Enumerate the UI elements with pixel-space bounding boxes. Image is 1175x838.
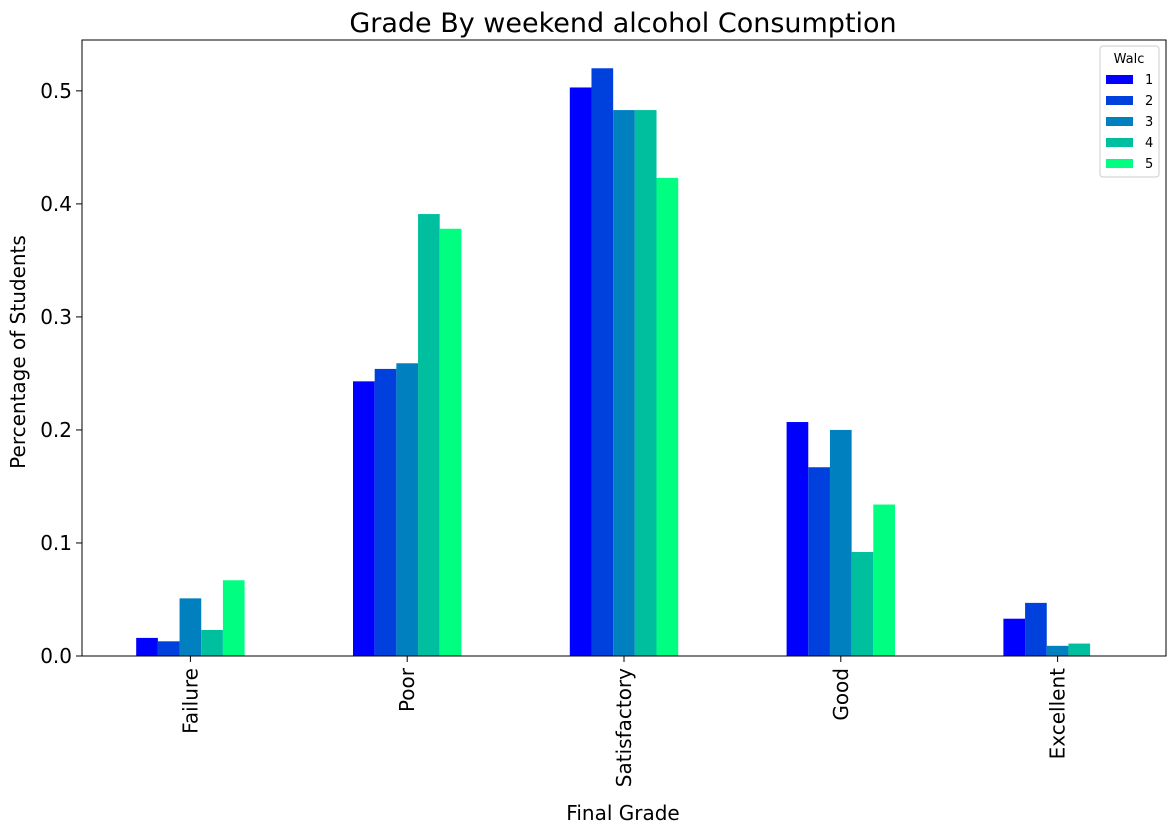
x-tick-label-failure: Failure	[178, 668, 202, 734]
y-axis: 0.0 0.1 0.2 0.3 0.4 0.5	[40, 79, 82, 668]
x-tick-label-excellent: Excellent	[1046, 668, 1070, 760]
y-tick-label: 0.4	[40, 192, 72, 216]
legend-label-walc-4: 4	[1145, 136, 1153, 151]
bar-good-walc-2	[808, 467, 830, 656]
y-axis-label: Percentage of Students	[6, 235, 30, 469]
bar-poor-walc-2	[374, 368, 397, 656]
x-axis-label: Final Grade	[566, 801, 679, 825]
legend-swatch-walc-3	[1106, 117, 1133, 126]
bar-satisfactory-walc-3	[613, 110, 635, 656]
bar-good-walc-3	[829, 429, 852, 656]
bar-good-walc-5	[873, 504, 895, 656]
bar-failure-walc-5	[222, 580, 245, 656]
chart-title: Grade By weekend alcohol Consumption	[349, 8, 896, 39]
bar-failure-walc-2	[157, 641, 180, 656]
x-tick-label-poor: Poor	[395, 667, 419, 712]
x-tick-label-satisfactory: Satisfactory	[612, 668, 636, 787]
bar-satisfactory-walc-1	[569, 87, 592, 657]
bar-poor-walc-3	[396, 363, 419, 656]
legend-label-walc-3: 3	[1145, 115, 1153, 130]
y-tick-label: 0.2	[40, 418, 72, 442]
bar-excellent-walc-4	[1068, 643, 1091, 656]
x-axis: Failure Poor Satisfactory Good Excellent	[178, 656, 1070, 787]
legend-swatch-walc-2	[1106, 96, 1133, 105]
y-tick-label: 0.3	[40, 305, 72, 329]
bar-failure-walc-3	[179, 598, 202, 656]
legend-title: Walc	[1114, 52, 1145, 67]
bar-satisfactory-walc-4	[634, 110, 657, 656]
legend-swatch-walc-4	[1106, 138, 1133, 147]
y-tick-label: 0.1	[40, 531, 72, 555]
y-tick-label: 0.0	[40, 644, 72, 668]
legend-label-walc-1: 1	[1145, 73, 1153, 88]
x-tick-label-good: Good	[829, 668, 853, 721]
bar-excellent-walc-3	[1046, 645, 1069, 656]
y-tick-label: 0.5	[40, 79, 72, 103]
bar-excellent-walc-2	[1025, 602, 1047, 656]
bar-satisfactory-walc-2	[591, 68, 614, 656]
legend-label-walc-5: 5	[1145, 157, 1153, 172]
bars-layer	[136, 68, 1091, 657]
legend-swatch-walc-5	[1106, 159, 1133, 168]
legend: Walc 1 2 3 4 5	[1099, 45, 1160, 178]
bar-excellent-walc-1	[1003, 618, 1026, 656]
bar-failure-walc-1	[136, 637, 158, 656]
bar-poor-walc-4	[418, 214, 440, 656]
legend-swatch-walc-1	[1106, 75, 1133, 84]
bar-satisfactory-walc-5	[656, 177, 679, 656]
bar-good-walc-1	[786, 422, 809, 656]
bar-poor-walc-1	[353, 381, 375, 656]
legend-label-walc-2: 2	[1145, 94, 1153, 109]
bar-poor-walc-5	[439, 228, 462, 656]
bar-good-walc-4	[851, 552, 874, 656]
bar-failure-walc-4	[201, 630, 223, 656]
